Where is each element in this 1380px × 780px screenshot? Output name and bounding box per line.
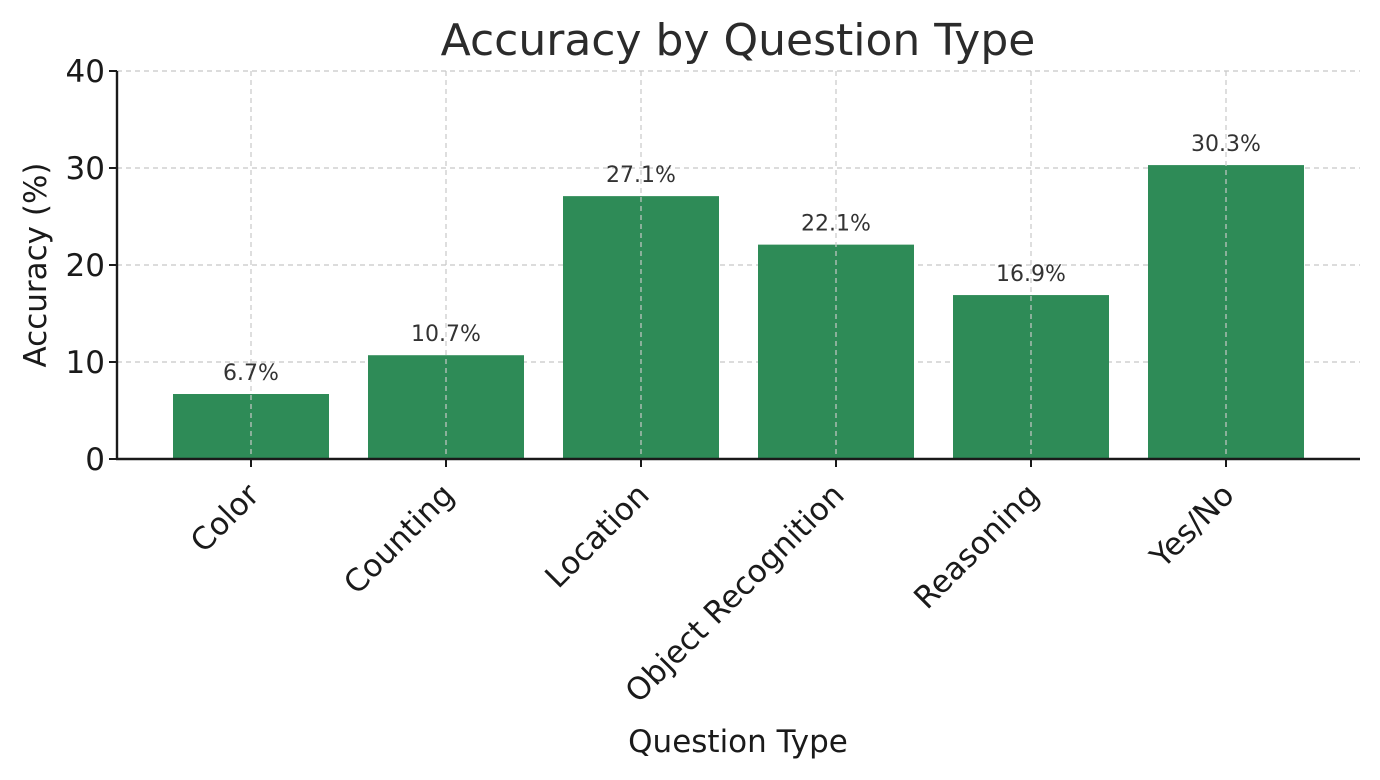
y-axis-label: Accuracy (%) bbox=[18, 162, 54, 367]
x-tick-label: Location bbox=[538, 477, 656, 595]
chart-title: Accuracy by Question Type bbox=[441, 15, 1036, 66]
x-tick-label: Counting bbox=[337, 477, 461, 601]
data-label: 27.1% bbox=[606, 163, 676, 188]
y-tick-label: 20 bbox=[66, 248, 105, 284]
data-label: 6.7% bbox=[223, 361, 279, 386]
x-tick-label: Reasoning bbox=[907, 477, 1046, 616]
y-tick-label: 10 bbox=[66, 345, 105, 381]
x-tick-label: Object Recognition bbox=[619, 477, 852, 710]
bar bbox=[1148, 165, 1304, 459]
x-tick-label: Yes/No bbox=[1143, 477, 1242, 576]
data-label-layer: 6.7% 10.7% 27.1% 22.1% 16.9% 30.3% bbox=[223, 71, 1261, 459]
data-label: 10.7% bbox=[411, 322, 481, 347]
data-label: 22.1% bbox=[801, 212, 871, 237]
x-axis-label: Question Type bbox=[628, 724, 848, 760]
bar-layer bbox=[173, 165, 1304, 459]
data-label: 16.9% bbox=[996, 262, 1066, 287]
y-tick-label: 40 bbox=[66, 54, 105, 90]
y-tick-label: 0 bbox=[85, 442, 105, 478]
data-label: 30.3% bbox=[1191, 132, 1261, 157]
x-tick-label: Color bbox=[184, 477, 267, 560]
y-tick-label: 30 bbox=[66, 151, 105, 187]
